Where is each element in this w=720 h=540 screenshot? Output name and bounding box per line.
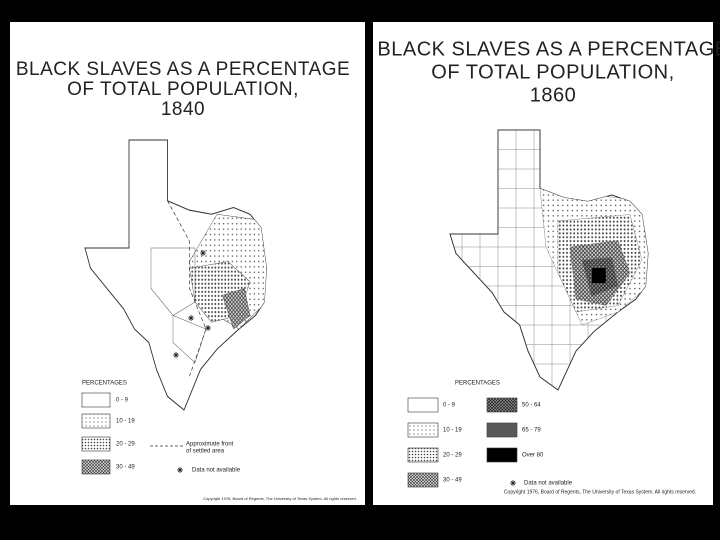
legend-label: 20 - 29 [443, 453, 462, 459]
title-line: BLACK SLAVES AS A PERCENTAGE [377, 38, 720, 60]
legend-swatch [81, 392, 111, 408]
map-1840 [84, 139, 268, 411]
copyright: Copyright 1976, Board of Regents, The Un… [504, 489, 696, 495]
legend-label: 50 - 64 [522, 403, 541, 409]
legend-label: 30 - 49 [443, 478, 462, 484]
legend-swatch [486, 422, 518, 438]
legend-swatch [81, 459, 111, 475]
legend-swatch [486, 397, 518, 413]
title-line: BLACK SLAVES AS A PERCENTAGE [16, 59, 350, 80]
front-note: of settled area [186, 449, 225, 455]
title-line: OF TOTAL POPULATION, [431, 61, 674, 83]
legend-swatch [407, 422, 439, 438]
labels: BLACK SLAVES AS A PERCENTAGE OF TOTAL PO… [16, 38, 720, 501]
map-1860 [449, 129, 649, 391]
legend-label: Over 80 [522, 453, 544, 459]
legend-label: 30 - 49 [116, 465, 135, 471]
legend-label: 20 - 29 [116, 442, 135, 448]
legend-label: 10 - 19 [443, 428, 462, 434]
title-line: 1840 [161, 99, 205, 120]
legend-swatch [407, 472, 439, 488]
front-note: Approximate front [186, 442, 234, 448]
legend-label: 65 - 79 [522, 428, 541, 434]
title-line: OF TOTAL POPULATION, [67, 79, 299, 100]
na-note: Data not available [524, 481, 573, 487]
legend-label: 0 - 9 [443, 403, 456, 409]
legend-swatch [407, 397, 439, 413]
legend-swatch [81, 436, 111, 452]
legend-swatch [81, 413, 111, 429]
legend-heading: PERCENTAGES [455, 381, 500, 387]
legend-heading: PERCENTAGES [82, 381, 127, 387]
na-note: Data not available [192, 468, 241, 474]
na-symbols [173, 250, 516, 486]
copyright: Copyright 1976, Board of Regents, The Un… [203, 496, 357, 501]
legend-label: 10 - 19 [116, 419, 135, 425]
legend-swatch [486, 447, 518, 463]
legend-label: 0 - 9 [116, 398, 129, 404]
title-line: 1860 [530, 84, 577, 106]
legend-swatch [407, 447, 439, 463]
